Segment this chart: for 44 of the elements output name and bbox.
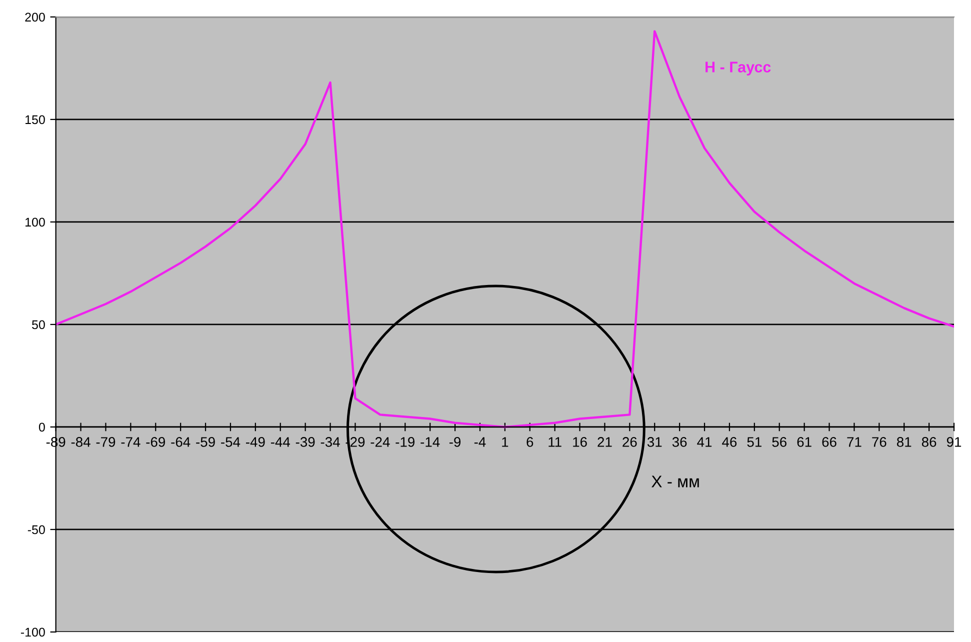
x-tick-label: 86 <box>922 437 936 447</box>
x-tick-label: 36 <box>672 437 687 447</box>
x-tick-label: -54 <box>221 437 240 447</box>
x-tick-label: -59 <box>196 437 215 447</box>
x-tick-label: -14 <box>420 437 440 447</box>
x-tick-label: -34 <box>320 437 340 447</box>
x-tick-label: 21 <box>598 437 612 447</box>
x-tick-label: 6 <box>526 437 534 447</box>
x-tick-label: 16 <box>573 437 587 447</box>
x-tick-label: 91 <box>946 437 962 447</box>
x-tick-label: 51 <box>747 437 762 447</box>
x-tick-label: 66 <box>822 437 836 447</box>
x-tick-label: -79 <box>96 437 116 447</box>
y-tick-label: 100 <box>26 218 45 227</box>
x-tick-label: 31 <box>647 437 662 447</box>
x-tick-label: -49 <box>246 437 265 447</box>
x-tick-label: 56 <box>772 437 786 447</box>
x-tick-label: 61 <box>797 437 812 447</box>
x-tick-label: 46 <box>722 437 737 447</box>
text: H - Гаусс <box>706 62 771 76</box>
y-tick-label: 150 <box>26 115 45 124</box>
y-tick-label: -50 <box>28 525 45 534</box>
x-tick-label: -74 <box>121 437 140 447</box>
y-tick-label: 0 <box>38 422 45 432</box>
x-tick-label: 1 <box>502 437 508 447</box>
x-tick-label: -84 <box>71 437 90 447</box>
y-tick-label: -100 <box>20 628 45 637</box>
x-tick-label: 76 <box>872 437 886 447</box>
x-tick-label: -4 <box>474 437 486 447</box>
x-tick-label: 26 <box>622 437 637 447</box>
x-tick-label: -9 <box>449 437 461 447</box>
x-tick-label: -44 <box>270 437 290 447</box>
x-tick-label: 71 <box>847 437 862 447</box>
x-tick-label: -39 <box>296 437 315 447</box>
x-tick-label: -69 <box>146 437 166 447</box>
x-axis-title: X - мм <box>652 476 699 488</box>
y-tick-label: 50 <box>32 320 45 330</box>
x-tick-label: -64 <box>171 437 190 447</box>
x-tick-label: 11 <box>548 437 562 447</box>
y-tick-label: 200 <box>25 12 45 22</box>
x-tick-label: -19 <box>396 437 414 447</box>
x-tick-label: -24 <box>370 437 390 447</box>
x-tick-label: 41 <box>697 437 712 447</box>
x-tick-label: 81 <box>896 437 912 447</box>
